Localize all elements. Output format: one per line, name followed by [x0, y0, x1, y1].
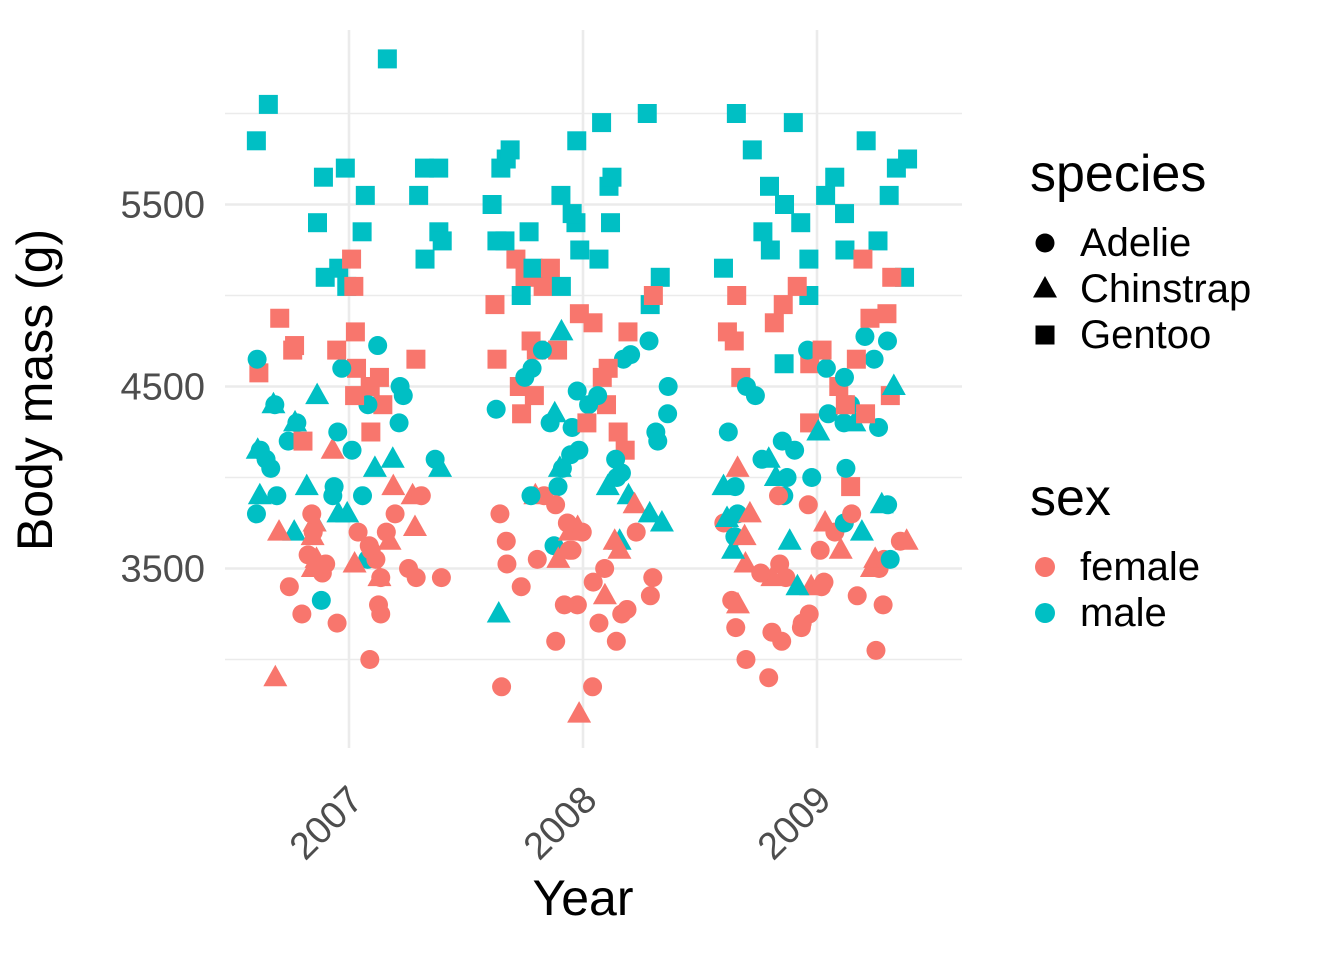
y-axis-tick-labels: 3500 4500 5500: [120, 185, 205, 591]
data-points: [245, 49, 919, 723]
legend-item-gentoo: Gentoo: [1030, 312, 1340, 358]
legend-item-female: female: [1030, 544, 1340, 590]
legend-label-male: male: [1080, 590, 1167, 635]
species-legend: species Adelie Chinstrap Gentoo: [1030, 146, 1340, 358]
legend-label-gentoo: Gentoo: [1080, 312, 1212, 357]
sex-legend-title: sex: [1030, 469, 1111, 527]
y-axis-title: Body mass (g): [7, 229, 63, 551]
female-color-swatch-icon: [1030, 552, 1072, 582]
x-axis-tick-labels: 2007 2008 2009: [282, 779, 839, 868]
legend-label-adelie: Adelie: [1080, 220, 1192, 265]
svg-text:4500: 4500: [120, 367, 205, 409]
legend-item-chinstrap: Chinstrap: [1030, 266, 1340, 312]
chinstrap-triangle-icon: [1030, 274, 1072, 304]
species-legend-title: species: [1030, 145, 1207, 203]
svg-text:2007: 2007: [282, 779, 371, 868]
gentoo-square-icon: [1030, 320, 1072, 350]
svg-text:2009: 2009: [750, 779, 839, 868]
legend-label-chinstrap: Chinstrap: [1080, 266, 1252, 311]
legend-label-female: female: [1080, 544, 1201, 589]
svg-text:5500: 5500: [120, 185, 205, 227]
adelie-circle-icon: [1030, 228, 1072, 258]
male-color-swatch-icon: [1030, 598, 1072, 628]
sex-legend: sex female male: [1030, 470, 1340, 636]
svg-text:2008: 2008: [516, 779, 605, 868]
legend-item-adelie: Adelie: [1030, 220, 1340, 266]
x-axis-title: Year: [532, 870, 633, 926]
svg-text:3500: 3500: [120, 549, 205, 591]
legend-item-male: male: [1030, 590, 1340, 636]
